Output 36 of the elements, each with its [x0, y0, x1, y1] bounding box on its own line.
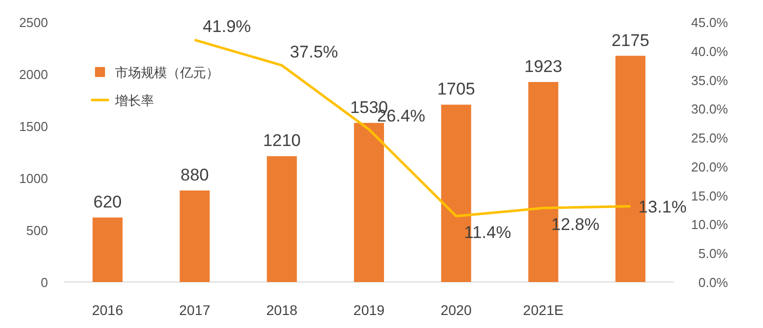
- data-label: 620: [93, 192, 122, 212]
- bar: [180, 190, 210, 282]
- data-label: 1705: [437, 80, 476, 99]
- legend-label: 增长率: [114, 93, 154, 108]
- data-label: 1923: [524, 57, 562, 76]
- y-tick-label: 1500: [19, 119, 48, 134]
- y2-tick-label: 10.0%: [691, 217, 728, 232]
- y-tick-label: 2500: [19, 15, 48, 30]
- y-tick-label: 500: [26, 223, 48, 238]
- y-tick-label: 2000: [19, 67, 48, 82]
- y2-tick-label: 35.0%: [691, 72, 728, 88]
- x-tick-label: 2016: [92, 302, 124, 318]
- y2-tick-label: 20.0%: [691, 159, 728, 174]
- x-tick-label: 2019: [353, 302, 385, 318]
- x-tick-label: 2017: [179, 302, 210, 318]
- y2-tick-label: 25.0%: [691, 130, 728, 146]
- y-tick-label: 0: [40, 275, 48, 290]
- x-tick-label: 2018: [266, 302, 298, 318]
- x-tick-label: 2020: [440, 302, 472, 318]
- data-label: 37.5%: [290, 42, 338, 62]
- data-label: 41.9%: [202, 16, 251, 36]
- y2-tick-label: 0.0%: [698, 275, 728, 290]
- bar: [92, 218, 123, 282]
- bar: [354, 122, 384, 282]
- data-label: 880: [180, 165, 209, 184]
- y2-tick-label: 40.0%: [691, 44, 728, 59]
- y2-tick-label: 30.0%: [691, 102, 728, 117]
- data-label: 1210: [262, 131, 301, 150]
- legend-label: 市场规模（亿元）: [115, 65, 219, 80]
- x-tick-label: 2021E: [523, 302, 564, 318]
- y-tick-label: 1000: [19, 171, 48, 186]
- bar: [266, 156, 297, 282]
- y2-tick-label: 5.0%: [698, 246, 728, 262]
- data-label: 2175: [612, 30, 650, 50]
- y2-tick-label: 45.0%: [691, 15, 728, 30]
- y2-tick-label: 15.0%: [691, 188, 728, 204]
